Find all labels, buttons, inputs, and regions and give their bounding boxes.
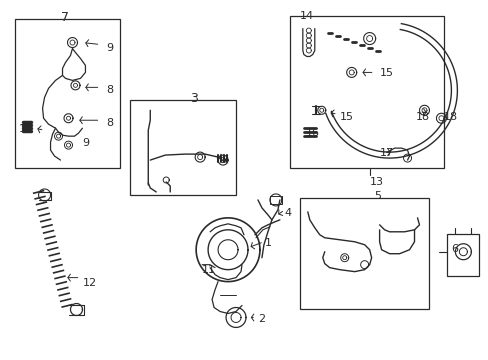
Text: 13: 13 — [369, 177, 383, 187]
Text: 9: 9 — [82, 138, 89, 148]
Text: 16: 16 — [305, 128, 319, 138]
Text: 5: 5 — [374, 191, 381, 201]
Text: 14: 14 — [299, 11, 313, 21]
Text: 12: 12 — [82, 278, 97, 288]
Text: 7: 7 — [61, 11, 68, 24]
Text: 15: 15 — [339, 112, 353, 122]
Text: 11: 11 — [202, 265, 216, 275]
Bar — [299, 198, 428, 310]
Text: 15: 15 — [379, 68, 393, 78]
Bar — [130, 100, 236, 195]
Text: 2: 2 — [258, 315, 264, 324]
Bar — [447, 234, 478, 276]
Text: 17: 17 — [379, 148, 393, 158]
Text: 18: 18 — [443, 112, 457, 122]
Bar — [289, 15, 444, 168]
Text: 4: 4 — [285, 208, 291, 218]
Text: 8: 8 — [106, 118, 113, 128]
Text: 9: 9 — [106, 42, 113, 53]
Text: 18: 18 — [415, 112, 429, 122]
Text: 1: 1 — [264, 238, 271, 248]
Bar — [15, 19, 120, 168]
Text: 10: 10 — [19, 124, 33, 134]
Text: 6: 6 — [450, 244, 457, 254]
Text: 8: 8 — [106, 85, 113, 95]
Text: 3: 3 — [190, 92, 198, 105]
